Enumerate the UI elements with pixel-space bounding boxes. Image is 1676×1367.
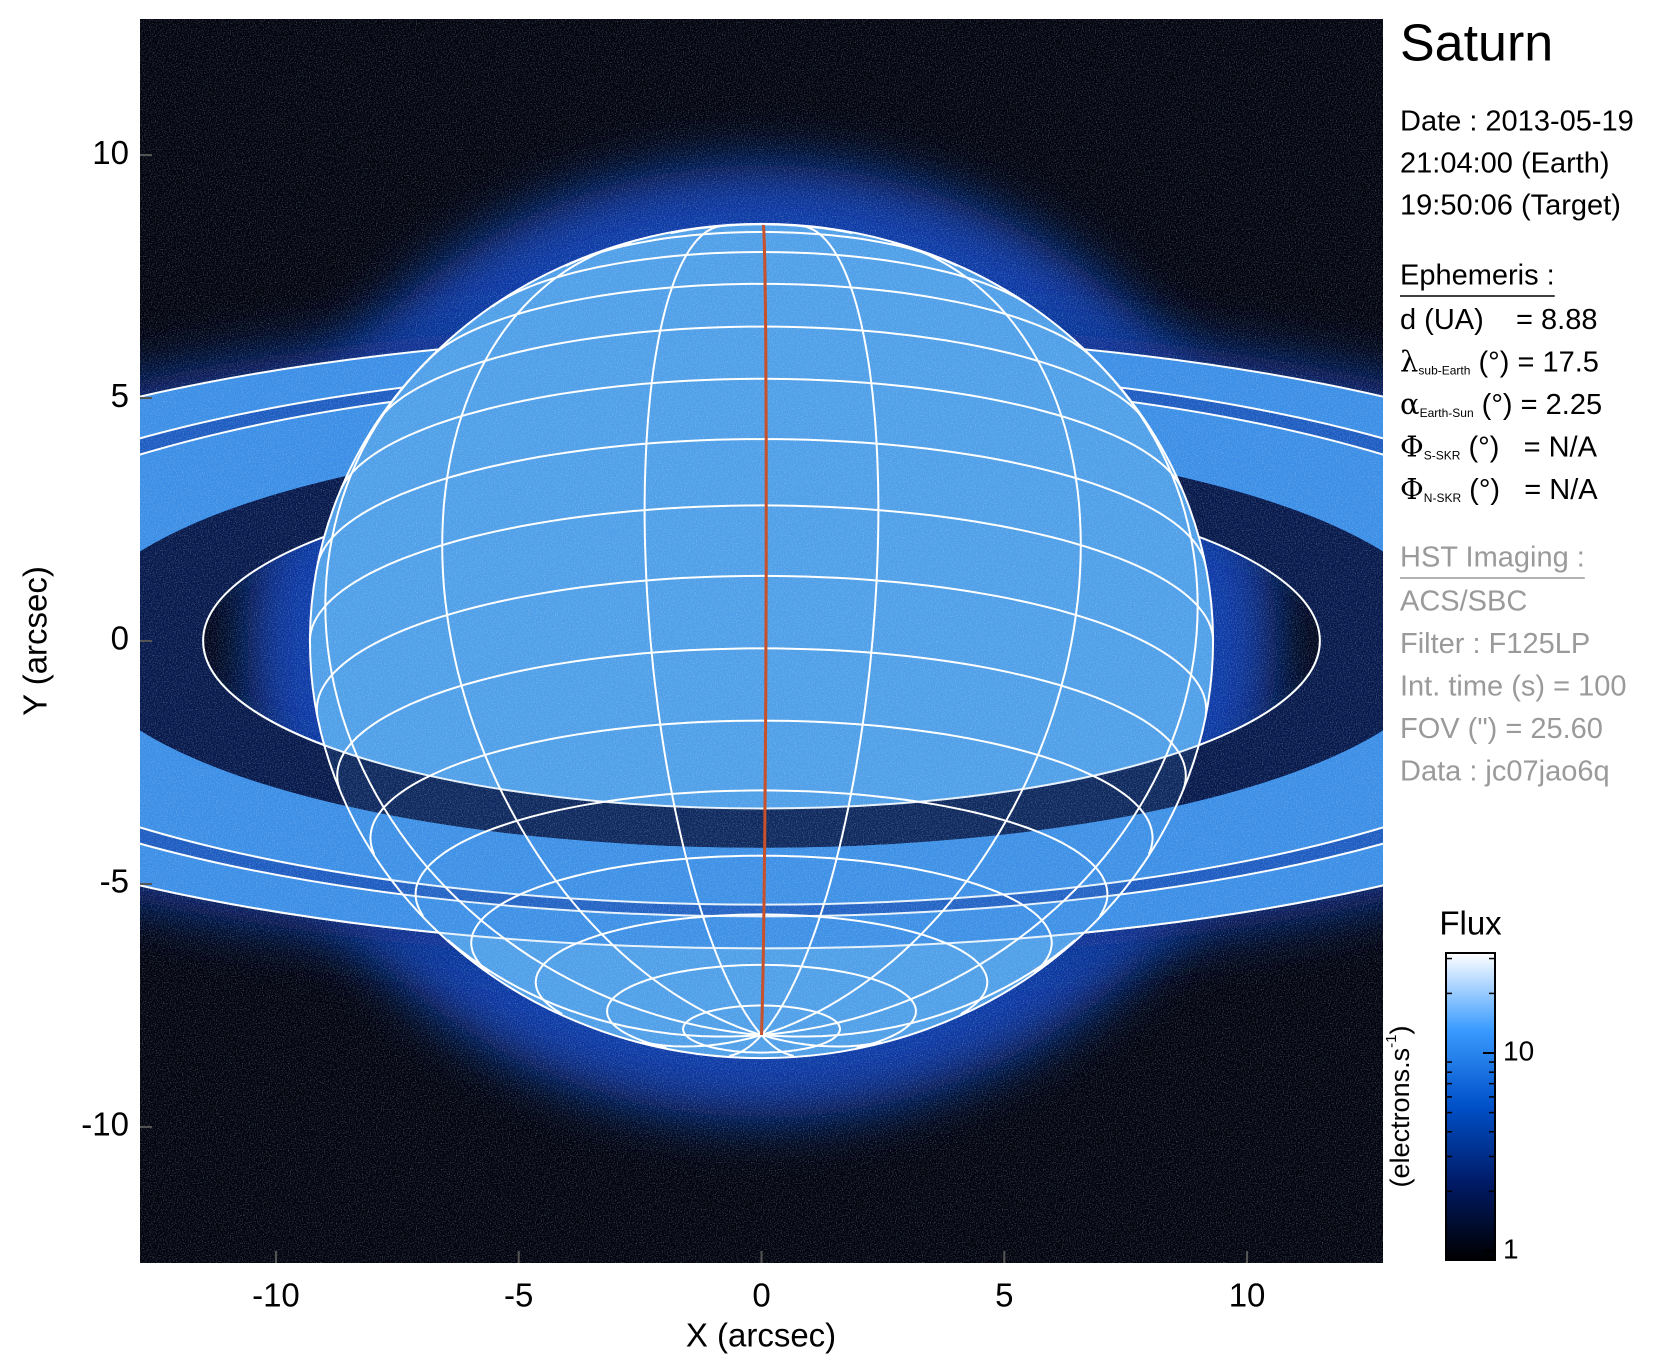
ephemeris-line: ΦS-SKR (°) = N/A: [1400, 430, 1598, 464]
y-tick-label: 10: [92, 134, 129, 171]
ephemeris-symbol: λ: [1400, 345, 1418, 379]
ephemeris-text: (°) = 2.25: [1474, 389, 1602, 421]
grain: [140, 19, 1383, 1263]
x-axis-label: X (arcsec): [686, 1317, 836, 1354]
ephemeris-symbol: Φ: [1400, 430, 1424, 464]
imaging-line: ACS/SBC: [1400, 586, 1527, 618]
parallel: [425, 282, 1098, 364]
x-tick-label: 0: [752, 1277, 770, 1314]
date-line: 21:04:00 (Earth): [1400, 148, 1610, 180]
meridian: [761, 939, 1076, 1038]
colorbar-label: (electrons.s-1): [1383, 1026, 1415, 1188]
y-tick-label: 5: [111, 377, 129, 414]
colorbar-label-part: ): [1385, 1026, 1415, 1035]
y-tick-label: -10: [81, 1106, 129, 1143]
ephemeris-symbol: Φ: [1400, 472, 1424, 506]
colorbar-title: Flux: [1439, 905, 1502, 942]
x-tick-label: 10: [1229, 1277, 1266, 1314]
ephemeris-text: (°) = 17.5: [1470, 346, 1598, 378]
info-panel: Date : 2013-05-19 21:04:00 (Earth) 19:50:0…: [1400, 106, 1634, 788]
section-heading: Ephemeris :: [1400, 260, 1555, 292]
meridian: [729, 1034, 763, 1057]
x-tick-label: -5: [504, 1277, 533, 1314]
y-tick-label: -5: [100, 863, 129, 900]
ephemeris-sub: N-SKR: [1424, 491, 1462, 505]
meridian: [643, 224, 763, 1036]
date-line: Date : 2013-05-19: [1400, 106, 1634, 138]
central-meridian: [760, 222, 768, 1036]
parallel: [470, 854, 1053, 974]
y-tick-label: 0: [111, 620, 129, 657]
imaging-line: Filter : F125LP: [1400, 628, 1590, 660]
ephemeris-line: αEarth-Sun (°) = 2.25: [1400, 387, 1602, 421]
parallel: [316, 438, 1207, 564]
meridian: [641, 1034, 762, 1048]
parallel: [369, 719, 1154, 855]
parallel: [565, 231, 958, 267]
ephemeris-text: d (UA) = 8.88: [1400, 304, 1597, 336]
meridian: [447, 939, 762, 1038]
meridian: [441, 241, 762, 1036]
colorbar-label-part: -1: [1383, 1035, 1400, 1048]
date-line: 19:50:06 (Target): [1400, 190, 1621, 222]
colorbar: 1 10 Flux (electrons.s-1): [1383, 905, 1534, 1265]
meridian: [760, 224, 880, 1036]
parallel: [534, 913, 989, 1015]
ephemeris-line: ΦN-SKR (°) = N/A: [1400, 472, 1598, 506]
parallel: [308, 504, 1215, 642]
ephemeris-line: d (UA) = 8.88: [1400, 304, 1597, 336]
meridian: [761, 241, 1082, 1036]
ephemeris-text: (°) = N/A: [1461, 474, 1598, 506]
section-heading: HST Imaging :: [1400, 542, 1585, 574]
colorbar-gradient: [1445, 952, 1496, 1261]
ephemeris-sub: sub-Earth: [1418, 364, 1470, 378]
meridian: [760, 1034, 794, 1057]
imaging-line: Int. time (s) = 100: [1400, 671, 1626, 703]
ephemeris-line: λsub-Earth (°) = 17.5: [1400, 345, 1599, 379]
limb: [308, 222, 1215, 1060]
imaging-line: Data : jc07jao6q: [1400, 756, 1610, 788]
colorbar-tick-label: 10: [1503, 1035, 1534, 1066]
parallel: [315, 574, 1208, 715]
meridian: [761, 350, 1199, 1036]
parallel: [340, 377, 1183, 489]
colorbar-tick-label: 1: [1503, 1233, 1519, 1264]
parallel: [375, 325, 1148, 425]
x-tick-label: 5: [995, 1277, 1013, 1314]
parallel: [606, 963, 917, 1049]
y-axis-label: Y (arcsec): [17, 566, 54, 716]
x-tick-label: -10: [252, 1277, 300, 1314]
parallel: [336, 647, 1187, 790]
parallel: [414, 789, 1109, 917]
ephemeris-symbol: α: [1400, 387, 1420, 421]
colorbar-label-part: (electrons.s: [1385, 1048, 1415, 1188]
title: Saturn: [1400, 15, 1553, 73]
image: [140, 19, 1383, 1263]
imaging-line: FOV (") = 25.60: [1400, 713, 1603, 745]
meridian: [761, 1034, 882, 1048]
ephemeris-sub: S-SKR: [1424, 449, 1461, 463]
meridian: [324, 350, 762, 1036]
ephemeris-sub: Earth-Sun: [1420, 406, 1474, 420]
ephemeris-text: (°) = N/A: [1460, 431, 1597, 463]
